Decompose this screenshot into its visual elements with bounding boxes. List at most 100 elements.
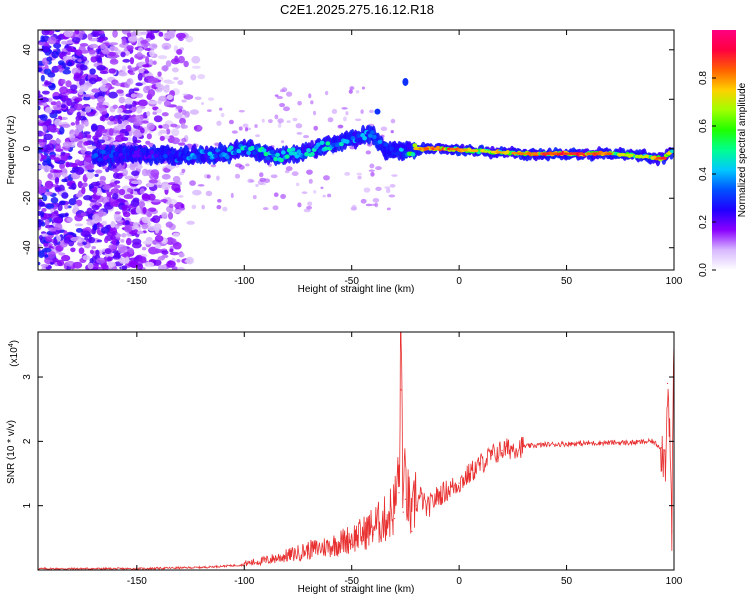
ridge-core (275, 152, 280, 157)
noise-blob (161, 65, 169, 72)
noise-blob (121, 265, 128, 270)
noise-blob (121, 65, 127, 72)
ridge-core (97, 157, 103, 162)
noise-blob (38, 67, 43, 73)
noise-blob (135, 93, 144, 98)
noise-blob (155, 88, 163, 93)
noise-blob (238, 126, 243, 131)
snr-data-point (447, 488, 449, 491)
noise-blob (98, 128, 108, 133)
noise-blob (106, 256, 112, 262)
ridge-core (250, 145, 255, 151)
spectrogram-x-axis: -150 -100 -50 0 50 100 (127, 30, 683, 287)
ridge-peak (482, 150, 489, 153)
x-tick-label: -50 (344, 576, 359, 587)
noise-blob (75, 49, 83, 56)
noise-blob (157, 55, 168, 60)
noise-blob (297, 100, 302, 106)
noise-blob (60, 79, 66, 85)
noise-blob (153, 223, 162, 232)
ridge-peak (665, 152, 672, 155)
noise-blob (261, 181, 267, 186)
snr-data-point (286, 557, 288, 560)
noise-blob (177, 80, 184, 86)
ridge-peak (495, 150, 502, 154)
noise-blob (210, 164, 217, 168)
noise-blob (108, 91, 118, 99)
noise-blob (101, 220, 108, 226)
noise-blob (273, 192, 279, 198)
noise-blob (66, 46, 73, 52)
noise-blob (161, 112, 169, 117)
noise-blob (61, 173, 68, 178)
ridge-core (153, 153, 159, 158)
snr-scale-prefix: (x10 (9, 347, 20, 367)
ridge-core (410, 152, 416, 157)
noise-blob (150, 169, 160, 178)
noise-blob (296, 131, 303, 135)
ridge-core (371, 134, 377, 140)
noise-blob (95, 142, 102, 150)
snr-data-point (666, 382, 669, 385)
noise-blob (106, 191, 113, 196)
snr-data-point (404, 498, 407, 500)
noise-blob (70, 182, 77, 190)
noise-blob (96, 64, 106, 71)
snr-data-point (383, 529, 385, 531)
noise-blob (101, 78, 108, 83)
ridge-core (387, 151, 393, 156)
noise-blob (145, 85, 150, 91)
ridge-core (304, 151, 309, 157)
x-tick-label: -50 (344, 276, 359, 287)
noise-blob (38, 105, 41, 111)
noise-blob (175, 105, 184, 110)
noise-blob (47, 251, 57, 259)
noise-blob (88, 43, 99, 49)
noise-blob (118, 71, 128, 77)
noise-blob (72, 261, 83, 269)
noise-blob (174, 55, 179, 63)
noise-blob (117, 119, 123, 124)
noise-blob (123, 109, 133, 114)
noise-blob (165, 128, 171, 135)
noise-blob (283, 106, 290, 112)
ridge-core (120, 154, 126, 160)
noise-blob (115, 134, 125, 143)
ridge-core (101, 149, 106, 155)
noise-blob (181, 168, 186, 173)
noise-blob (61, 123, 71, 128)
noise-blob (100, 263, 108, 269)
noise-blob (96, 139, 106, 144)
noise-blob (81, 186, 86, 195)
noise-blob (149, 43, 158, 50)
ridge-core (669, 149, 674, 154)
noise-blob (189, 109, 200, 115)
noise-blob (161, 211, 168, 219)
noise-blob (82, 254, 90, 261)
noise-blob (75, 124, 85, 130)
noise-blob (109, 201, 117, 207)
noise-blob (112, 193, 119, 200)
noise-blob (134, 66, 140, 71)
noise-blob (297, 202, 302, 208)
noise-blob (146, 111, 151, 117)
snr-data-point (419, 495, 422, 497)
y-tick-label: 20 (22, 93, 33, 105)
noise-blob (63, 66, 71, 71)
noise-blob (101, 48, 110, 55)
noise-blob (169, 251, 180, 256)
noise-blob (148, 179, 159, 184)
noise-blob (108, 42, 119, 46)
noise-blob (138, 47, 144, 52)
noise-blob (54, 143, 61, 151)
x-tick-label: -150 (127, 576, 147, 587)
noise-blob (173, 76, 179, 81)
noise-blob (124, 97, 133, 105)
noise-blob (48, 227, 57, 232)
noise-blob (128, 257, 138, 261)
noise-blob (97, 96, 106, 103)
noise-blob (49, 261, 54, 265)
noise-blob (84, 151, 92, 155)
noise-blob (301, 191, 308, 195)
noise-blob (43, 165, 51, 173)
